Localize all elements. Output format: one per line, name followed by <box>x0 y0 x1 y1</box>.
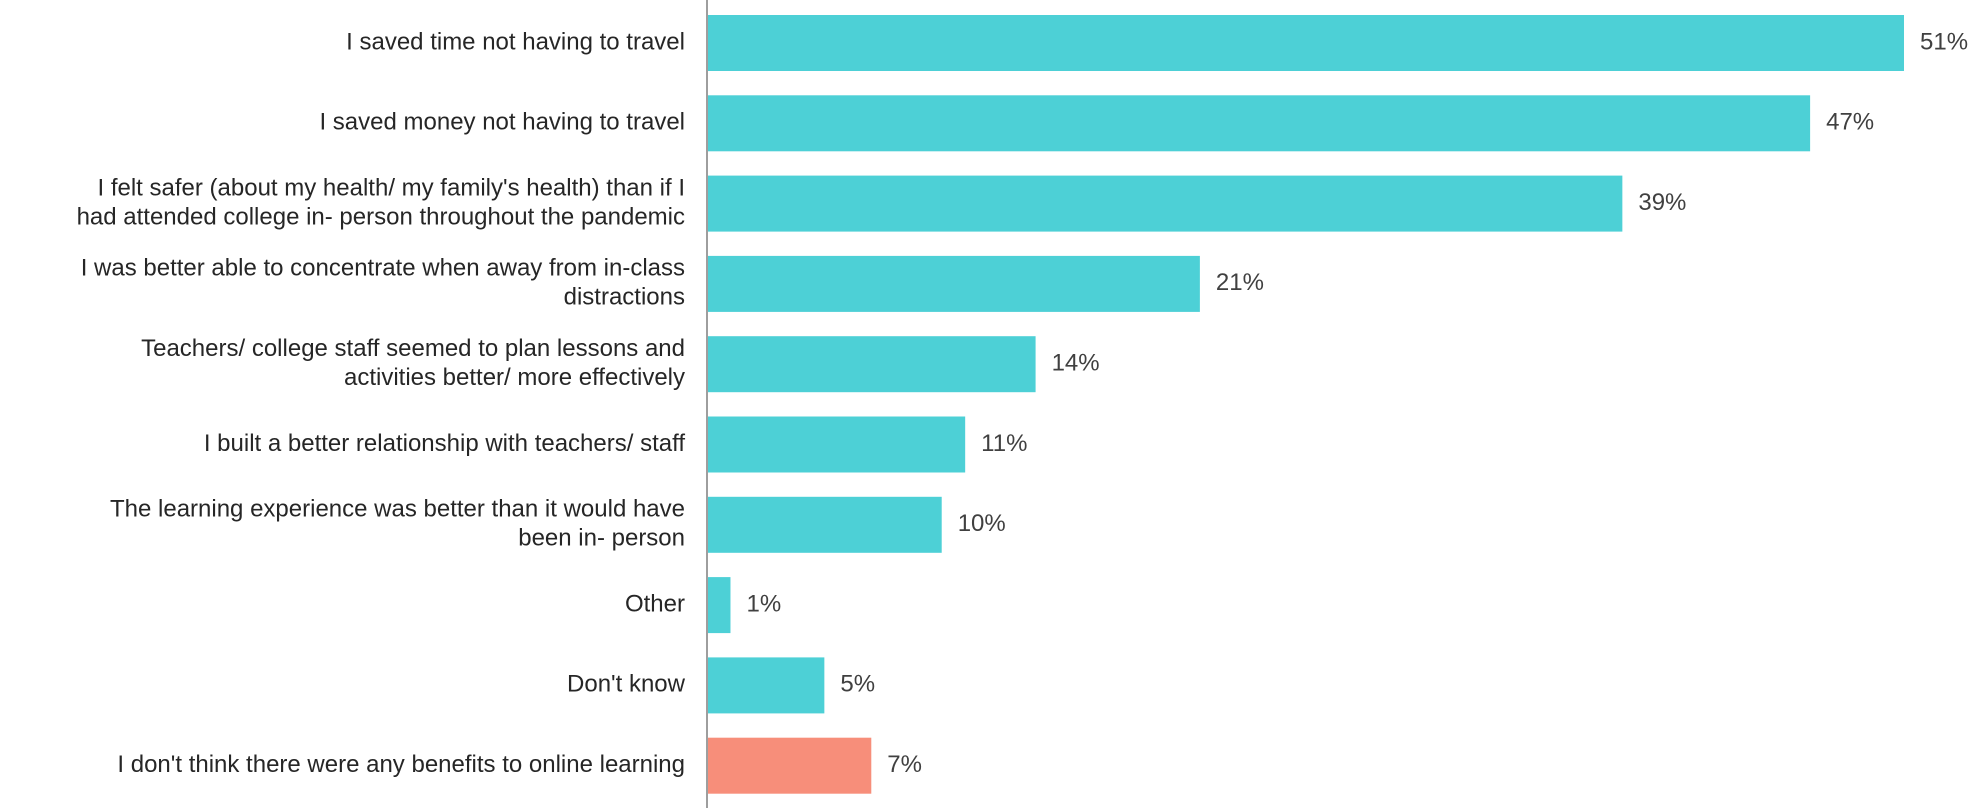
bar <box>707 577 731 634</box>
category-label: I was better able to concentrate when aw… <box>81 255 685 311</box>
category-label-line: I saved money not having to travel <box>319 109 685 136</box>
value-label: 47% <box>1826 109 1874 136</box>
category-label-line: I saved time not having to travel <box>346 28 685 55</box>
bar <box>707 15 1904 71</box>
category-label-line: I built a better relationship with teach… <box>204 430 685 457</box>
category-label-line: Don't know <box>567 671 686 698</box>
bar <box>707 496 942 553</box>
category-labels: I saved time not having to travel I saved… <box>77 28 686 778</box>
category-label: Other <box>625 590 685 617</box>
category-label: I don't think there were any benefits to… <box>117 751 685 778</box>
value-label: 7% <box>887 751 922 778</box>
value-label: 5% <box>840 671 875 698</box>
bar <box>707 657 825 714</box>
value-label: 21% <box>1216 269 1264 296</box>
value-label: 39% <box>1638 189 1686 216</box>
value-labels: 51% 47% 39% 21% 14% 11% 10% 1% 5% 7% <box>746 28 1968 778</box>
bar <box>707 336 1036 393</box>
category-label: I saved time not having to travel <box>346 28 685 55</box>
category-label-line: distractions <box>564 284 685 311</box>
category-label-line: Teachers/ college staff seemed to plan l… <box>141 335 685 362</box>
bar <box>707 737 872 794</box>
category-label-line: I don't think there were any benefits to… <box>117 751 685 778</box>
category-label-line: The learning experience was better than … <box>110 496 685 523</box>
category-label-line: activities better/ more effectively <box>344 364 685 391</box>
bar <box>707 95 1811 152</box>
category-label: I felt safer (about my health/ my family… <box>77 174 685 230</box>
category-label: I built a better relationship with teach… <box>204 430 685 457</box>
category-label-line: had attended college in- person througho… <box>77 203 685 230</box>
category-label: Teachers/ college staff seemed to plan l… <box>141 335 685 391</box>
value-label: 10% <box>958 510 1006 537</box>
value-label: 1% <box>746 590 781 617</box>
bar <box>707 416 966 473</box>
bars-layer <box>707 15 1904 794</box>
category-label: I saved money not having to travel <box>319 109 685 136</box>
category-label: Don't know <box>567 671 686 698</box>
category-label-line: Other <box>625 590 685 617</box>
value-label: 11% <box>981 430 1027 457</box>
value-label: 14% <box>1052 350 1100 377</box>
category-label-line: I felt safer (about my health/ my family… <box>98 174 686 201</box>
bar <box>707 175 1623 232</box>
bar <box>707 255 1200 312</box>
category-label: The learning experience was better than … <box>110 496 685 552</box>
category-label-line: been in- person <box>518 525 685 552</box>
value-label: 51% <box>1920 28 1968 55</box>
category-label-line: I was better able to concentrate when aw… <box>81 255 685 282</box>
